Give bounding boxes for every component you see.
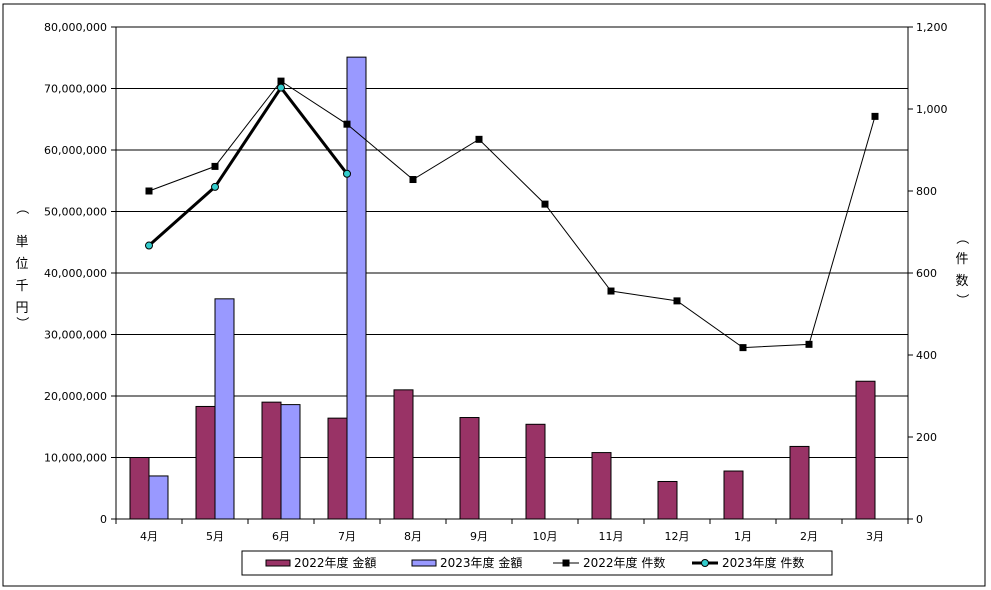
tick-label: 5月: [206, 530, 224, 543]
bar: [261, 401, 282, 520]
legend-swatch: [265, 559, 291, 567]
tick-label: 10,000,000: [44, 452, 107, 465]
left-axis-ticks: 0 10,000,000 20,000,000 30,000,000 40,000,00…: [44, 21, 116, 526]
axis-label-char: 位: [15, 257, 28, 272]
point-marker: [343, 169, 351, 178]
axis-label-char: （: [14, 201, 29, 214]
tick-label: 20,000,000: [44, 390, 107, 403]
axis-label-char: 数: [955, 274, 968, 289]
legend-label: 2023年度 件数: [722, 555, 804, 570]
tick-label: 1月: [734, 530, 752, 543]
point-marker: [607, 287, 615, 295]
tick-label: 4月: [140, 530, 158, 543]
tick-label: 30,000,000: [44, 329, 107, 342]
bar: [723, 470, 744, 520]
tick-label: 50,000,000: [44, 206, 107, 219]
bar: [855, 380, 876, 520]
axis-label-char: 件: [955, 252, 968, 267]
bar: [129, 457, 150, 520]
point-marker: [145, 241, 153, 250]
right-axis-ticks: 0 200 400 600 800 1,000 1,200: [908, 21, 948, 526]
axis-label-char: 円: [15, 301, 28, 316]
tick-label: 200: [916, 431, 937, 444]
axis-label-char: ）: [954, 293, 969, 306]
tick-label: 0: [916, 513, 923, 526]
bar: [393, 389, 414, 520]
tick-label: 2月: [800, 530, 818, 543]
tick-label: 9月: [470, 530, 488, 543]
point-marker: [409, 176, 417, 184]
point-marker: [871, 112, 879, 120]
legend-swatch: [411, 559, 437, 567]
tick-label: 10月: [533, 530, 558, 543]
axis-label-char: ）: [14, 316, 29, 329]
tick-label: 11月: [599, 530, 624, 543]
bar: [459, 417, 480, 520]
bar: [657, 480, 678, 520]
legend-label: 2022年度 金額: [294, 555, 376, 570]
point-marker: [277, 77, 285, 85]
tick-label: 8月: [404, 530, 422, 543]
point-marker: [805, 340, 813, 348]
line-series: [145, 77, 879, 352]
series-line: [148, 80, 876, 349]
point-marker: [739, 344, 747, 352]
legend-marker: [701, 559, 709, 567]
gridlines: [116, 88, 908, 458]
tick-label: 6月: [272, 530, 290, 543]
tick-label: 7月: [338, 530, 356, 543]
bar: [525, 423, 546, 520]
tick-label: 600: [916, 267, 937, 280]
tick-label: 1,000: [916, 103, 948, 116]
point-marker: [541, 200, 549, 208]
bar: [195, 405, 216, 520]
right-axis-label: （ 件数 ）: [954, 231, 969, 306]
tick-label: 0: [100, 513, 107, 526]
tick-label: 400: [916, 349, 937, 362]
point-marker: [343, 120, 351, 128]
tick-label: 3月: [866, 530, 884, 543]
legend-box: [241, 550, 833, 576]
tick-label: 40,000,000: [44, 267, 107, 280]
bar: [346, 56, 367, 520]
series-line: [148, 85, 349, 247]
axis-label-char: 単: [15, 234, 28, 250]
tick-label: 60,000,000: [44, 144, 107, 157]
legend-label: 2023年度 金額: [440, 555, 522, 570]
tick-label: 12月: [665, 530, 690, 543]
axis-label-char: 千: [15, 279, 28, 294]
point-marker: [277, 83, 285, 92]
point-marker: [211, 182, 219, 191]
axis-label-char: （: [954, 231, 969, 244]
legend: 2022年度 金額 2023年度 金額 2022年度 件数 2023年度 件数: [241, 550, 833, 576]
tick-label: 800: [916, 185, 937, 198]
tick-label: 1,200: [916, 21, 948, 34]
bar: [327, 417, 348, 520]
x-axis-ticks: 4月 5月 6月 7月 8月 9月 10月 11月 12月 1月 2月 3月: [115, 519, 909, 543]
point-marker: [145, 187, 153, 195]
point-marker: [475, 135, 483, 143]
bar: [789, 445, 810, 520]
point-marker: [211, 162, 219, 170]
bar: [280, 404, 301, 520]
point-marker: [673, 297, 681, 305]
bar-series: [129, 56, 876, 520]
legend-marker: [562, 559, 570, 567]
tick-label: 80,000,000: [44, 21, 107, 34]
legend-label: 2022年度 件数: [583, 555, 665, 570]
bar: [148, 475, 169, 520]
tick-label: 70,000,000: [44, 83, 107, 96]
bar: [214, 298, 235, 520]
bar: [591, 452, 612, 520]
